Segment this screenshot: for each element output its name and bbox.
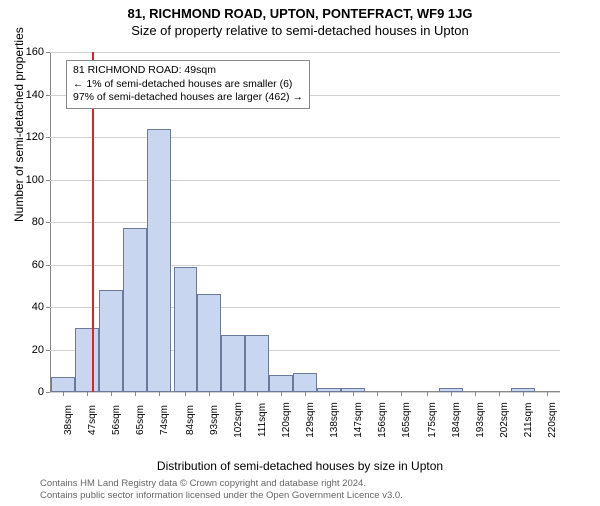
xtick-label: 156sqm xyxy=(377,402,388,438)
xtick-label: 202sqm xyxy=(499,402,510,438)
annotation-line2: ← 1% of semi-detached houses are smaller… xyxy=(73,78,303,92)
x-axis-label: Distribution of semi-detached houses by … xyxy=(0,459,600,473)
xtick-label: 175sqm xyxy=(427,402,438,438)
xtick-label: 147sqm xyxy=(353,402,364,438)
page-title-line2: Size of property relative to semi-detach… xyxy=(0,23,600,38)
histogram-bar xyxy=(75,328,99,392)
xtick-mark xyxy=(451,392,452,396)
xtick-label: 220sqm xyxy=(547,402,558,438)
histogram-bar xyxy=(123,228,147,392)
xtick-mark xyxy=(523,392,524,396)
histogram-bar xyxy=(99,290,123,392)
chart-area: 02040608010012014016038sqm47sqm56sqm65sq… xyxy=(50,52,560,432)
histogram-bar xyxy=(293,373,317,392)
xtick-mark xyxy=(547,392,548,396)
xtick-mark xyxy=(305,392,306,396)
xtick-mark xyxy=(257,392,258,396)
xtick-label: 129sqm xyxy=(305,402,316,438)
ytick-mark xyxy=(46,265,50,266)
xtick-label: 165sqm xyxy=(401,402,412,438)
ytick-label: 80 xyxy=(14,216,44,228)
xtick-mark xyxy=(475,392,476,396)
ytick-label: 20 xyxy=(14,344,44,356)
xtick-mark xyxy=(209,392,210,396)
xtick-label: 84sqm xyxy=(185,405,196,435)
ytick-mark xyxy=(46,95,50,96)
ytick-label: 120 xyxy=(14,131,44,143)
footer-line2: Contains public sector information licen… xyxy=(40,490,403,502)
ytick-label: 40 xyxy=(14,301,44,313)
footer-line1: Contains HM Land Registry data © Crown c… xyxy=(40,478,403,490)
xtick-label: 102sqm xyxy=(233,402,244,438)
xtick-mark xyxy=(135,392,136,396)
annotation-line1: 81 RICHMOND ROAD: 49sqm xyxy=(73,64,303,78)
xtick-mark xyxy=(233,392,234,396)
ytick-label: 0 xyxy=(14,386,44,398)
xtick-mark xyxy=(281,392,282,396)
xtick-label: 138sqm xyxy=(329,402,340,438)
histogram-bar xyxy=(221,335,245,392)
gridline xyxy=(50,52,560,53)
xtick-mark xyxy=(111,392,112,396)
xtick-label: 184sqm xyxy=(451,402,462,438)
plot-area: 02040608010012014016038sqm47sqm56sqm65sq… xyxy=(50,52,560,392)
ytick-mark xyxy=(46,350,50,351)
footer-attribution: Contains HM Land Registry data © Crown c… xyxy=(40,478,403,502)
annotation-line3: 97% of semi-detached houses are larger (… xyxy=(73,91,303,105)
xtick-label: 211sqm xyxy=(523,403,534,438)
page-title-line1: 81, RICHMOND ROAD, UPTON, PONTEFRACT, WF… xyxy=(0,6,600,21)
annotation-box: 81 RICHMOND ROAD: 49sqm← 1% of semi-deta… xyxy=(66,60,310,109)
histogram-bar xyxy=(147,129,171,393)
ytick-label: 140 xyxy=(14,89,44,101)
ytick-label: 100 xyxy=(14,174,44,186)
ytick-label: 60 xyxy=(14,259,44,271)
xtick-mark xyxy=(401,392,402,396)
xtick-mark xyxy=(427,392,428,396)
histogram-bar xyxy=(245,335,269,392)
xtick-mark xyxy=(87,392,88,396)
xtick-label: 111sqm xyxy=(257,403,268,437)
ytick-label: 160 xyxy=(14,46,44,58)
gridline xyxy=(50,180,560,181)
xtick-mark xyxy=(499,392,500,396)
histogram-bar xyxy=(51,377,75,392)
xtick-mark xyxy=(353,392,354,396)
gridline xyxy=(50,222,560,223)
xtick-mark xyxy=(159,392,160,396)
xtick-mark xyxy=(63,392,64,396)
xtick-label: 93sqm xyxy=(209,405,220,435)
histogram-bar xyxy=(269,375,293,392)
xtick-label: 65sqm xyxy=(135,405,146,435)
xtick-label: 38sqm xyxy=(63,405,74,435)
ytick-mark xyxy=(46,137,50,138)
xtick-label: 193sqm xyxy=(475,402,486,438)
histogram-bar xyxy=(197,294,221,392)
xtick-label: 120sqm xyxy=(281,402,292,438)
ytick-mark xyxy=(46,180,50,181)
histogram-bar xyxy=(174,267,198,392)
xtick-label: 47sqm xyxy=(87,405,98,435)
ytick-mark xyxy=(46,392,50,393)
gridline xyxy=(50,137,560,138)
xtick-mark xyxy=(185,392,186,396)
xtick-mark xyxy=(329,392,330,396)
ytick-mark xyxy=(46,52,50,53)
xtick-mark xyxy=(377,392,378,396)
xtick-label: 56sqm xyxy=(111,405,122,435)
ytick-mark xyxy=(46,222,50,223)
ytick-mark xyxy=(46,307,50,308)
xtick-label: 74sqm xyxy=(159,405,170,435)
